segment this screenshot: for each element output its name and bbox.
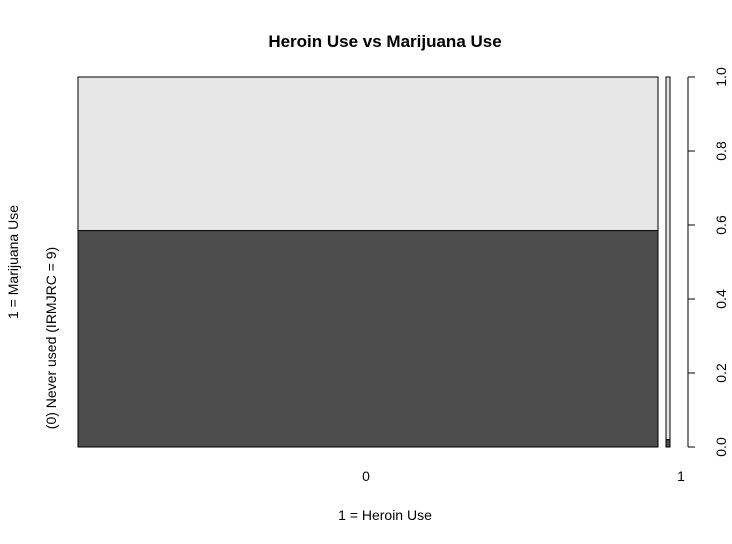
right-axis-tick-label: 1.0 [713, 67, 729, 87]
bar-segment-x0-level0 [77, 230, 659, 448]
x-tick-label-0: 0 [362, 468, 370, 484]
bar-segment-x1-level0 [665, 439, 671, 448]
bar-segment-x0-level1 [77, 76, 659, 232]
plot-area [77, 76, 671, 448]
chart-title: Heroin Use vs Marijuana Use [268, 32, 501, 51]
right-axis-tick-label: 0.8 [713, 141, 729, 161]
x-axis-label: 1 = Heroin Use [338, 507, 432, 523]
right-axis-tick-label: 0.6 [713, 215, 729, 235]
right-axis-tick-label: 0.4 [713, 289, 729, 309]
right-axis-tick-label: 0.0 [713, 437, 729, 457]
y-level-label-0: (0) Never used (IRMJRC = 9) [43, 247, 59, 429]
right-axis-tick-label: 0.2 [713, 363, 729, 383]
bar-segment-x1-level1 [665, 76, 671, 441]
axes: 0 1 0.0 0.2 0.4 0.6 0.8 1.0 [362, 67, 729, 484]
y-axis-label: 1 = Marijuana Use [5, 205, 21, 319]
x-tick-label-1: 1 [677, 468, 685, 484]
